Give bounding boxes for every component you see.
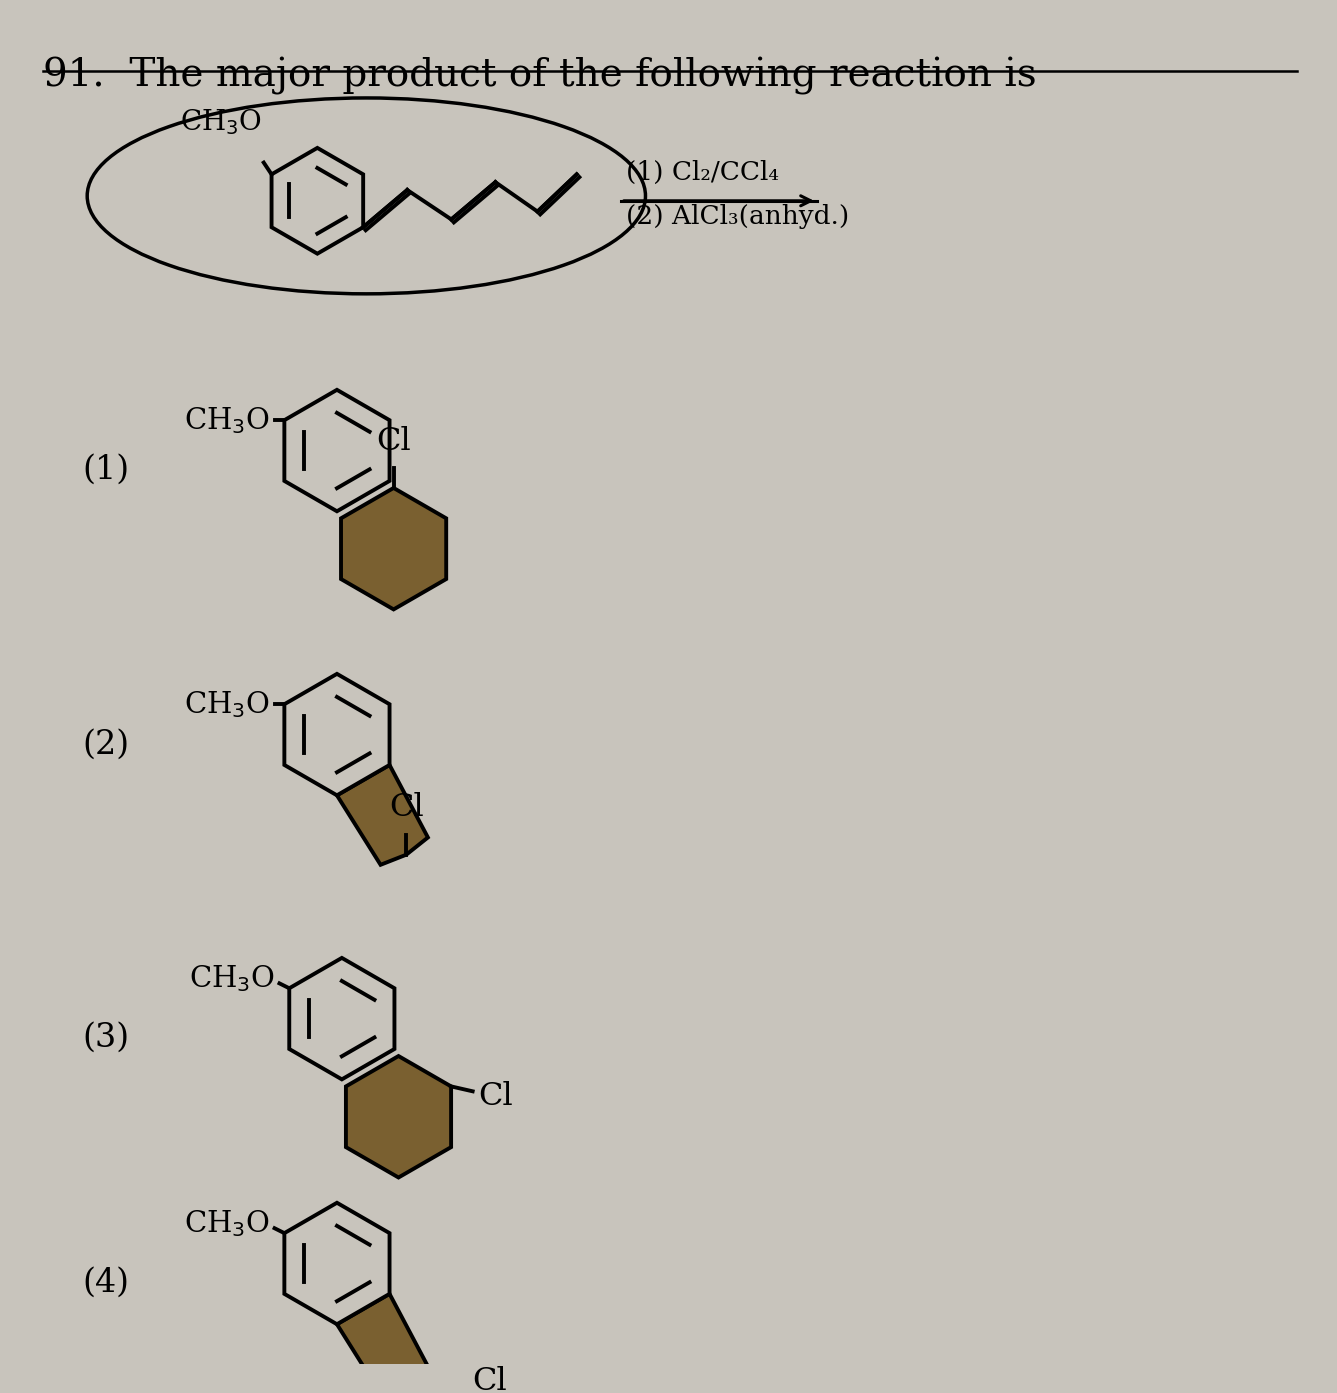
Polygon shape bbox=[289, 958, 394, 1080]
Polygon shape bbox=[346, 1056, 451, 1177]
Text: (1): (1) bbox=[83, 454, 130, 486]
Text: CH$_3$O: CH$_3$O bbox=[183, 405, 270, 436]
Text: (3): (3) bbox=[83, 1022, 130, 1055]
Text: (2): (2) bbox=[83, 729, 130, 761]
Text: CH$_3$O: CH$_3$O bbox=[183, 1208, 270, 1238]
Polygon shape bbox=[337, 765, 428, 865]
Polygon shape bbox=[271, 148, 364, 254]
Text: CH$_3$O: CH$_3$O bbox=[183, 688, 270, 720]
Polygon shape bbox=[337, 1294, 428, 1393]
Text: (4): (4) bbox=[83, 1268, 130, 1300]
Text: CH$_3$O: CH$_3$O bbox=[189, 963, 274, 993]
Text: Cl: Cl bbox=[472, 1365, 507, 1393]
Text: (2) AlCl₃(anhyd.): (2) AlCl₃(anhyd.) bbox=[626, 203, 849, 228]
Polygon shape bbox=[285, 390, 389, 511]
Text: Cl: Cl bbox=[376, 426, 410, 457]
Polygon shape bbox=[285, 674, 389, 795]
Text: CH$_3$O: CH$_3$O bbox=[179, 107, 262, 137]
Polygon shape bbox=[285, 1202, 389, 1325]
Text: (1) Cl₂/CCl₄: (1) Cl₂/CCl₄ bbox=[626, 160, 778, 185]
Text: Cl: Cl bbox=[389, 793, 424, 823]
Polygon shape bbox=[341, 488, 447, 609]
Text: 91.  The major product of the following reaction is: 91. The major product of the following r… bbox=[43, 57, 1036, 95]
Text: Cl: Cl bbox=[479, 1081, 513, 1112]
